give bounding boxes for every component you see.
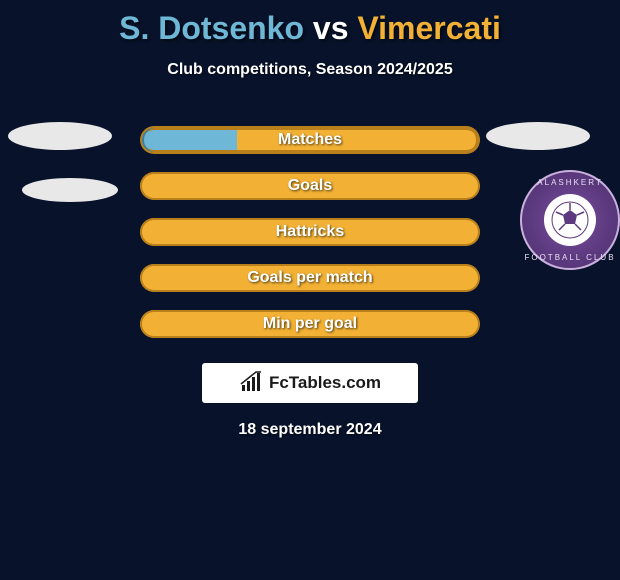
- stat-bar: 0Hattricks: [140, 218, 480, 246]
- player1-name: S. Dotsenko: [119, 10, 304, 46]
- badge-text-top: ALASHKERT: [520, 178, 620, 187]
- club-badge: ALASHKERT FOOTBALL CLUB: [520, 170, 620, 270]
- stat-label: Goals: [140, 172, 480, 200]
- subtitle: Club competitions, Season 2024/2025: [0, 61, 620, 79]
- date-text: 18 september 2024: [0, 421, 620, 439]
- soccer-ball-icon: [550, 200, 590, 240]
- vs-separator: vs: [304, 10, 357, 46]
- stat-label: Matches: [140, 126, 480, 154]
- stat-bar: 0Goals: [140, 172, 480, 200]
- badge-ball: [544, 194, 596, 246]
- page-title: S. Dotsenko vs Vimercati: [0, 0, 620, 47]
- stat-label: Goals per match: [140, 264, 480, 292]
- stat-row: Min per goal: [0, 301, 620, 347]
- badge-text-bottom: FOOTBALL CLUB: [520, 253, 620, 262]
- brand-box: FcTables.com: [202, 363, 418, 403]
- brand-text: FcTables.com: [269, 373, 381, 393]
- stat-label: Hattricks: [140, 218, 480, 246]
- stat-bar: Goals per match: [140, 264, 480, 292]
- stat-row: 25Matches: [0, 117, 620, 163]
- bar-chart-icon: [239, 371, 263, 395]
- stat-bar: 25Matches: [140, 126, 480, 154]
- stat-bar: Min per goal: [140, 310, 480, 338]
- stat-label: Min per goal: [140, 310, 480, 338]
- player2-name: Vimercati: [357, 10, 501, 46]
